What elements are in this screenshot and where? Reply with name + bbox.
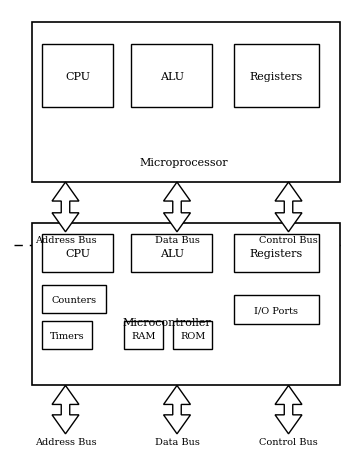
Text: I/O Ports: I/O Ports bbox=[254, 306, 298, 314]
Text: Control Bus: Control Bus bbox=[259, 235, 318, 244]
FancyBboxPatch shape bbox=[42, 322, 92, 350]
FancyBboxPatch shape bbox=[234, 295, 319, 325]
Text: Registers: Registers bbox=[250, 249, 303, 259]
FancyBboxPatch shape bbox=[234, 45, 319, 108]
Text: ROM: ROM bbox=[180, 331, 206, 340]
Text: Timers: Timers bbox=[50, 331, 85, 340]
Polygon shape bbox=[275, 183, 302, 232]
Text: Counters: Counters bbox=[52, 295, 97, 304]
FancyBboxPatch shape bbox=[131, 45, 212, 108]
Text: ALU: ALU bbox=[160, 72, 184, 82]
Text: Data Bus: Data Bus bbox=[155, 437, 199, 446]
Text: ALU: ALU bbox=[160, 249, 184, 259]
Polygon shape bbox=[164, 183, 190, 232]
FancyBboxPatch shape bbox=[42, 45, 113, 108]
Text: Address Bus: Address Bus bbox=[35, 235, 96, 244]
Polygon shape bbox=[164, 386, 190, 434]
Text: Microprocessor: Microprocessor bbox=[140, 157, 228, 167]
Text: CPU: CPU bbox=[65, 249, 90, 259]
FancyBboxPatch shape bbox=[234, 235, 319, 273]
FancyBboxPatch shape bbox=[124, 322, 163, 350]
Text: RAM: RAM bbox=[131, 331, 156, 340]
Text: Control Bus: Control Bus bbox=[259, 437, 318, 446]
Text: CPU: CPU bbox=[65, 72, 90, 82]
FancyBboxPatch shape bbox=[131, 235, 212, 273]
Polygon shape bbox=[52, 386, 79, 434]
FancyBboxPatch shape bbox=[173, 322, 212, 350]
Text: Address Bus: Address Bus bbox=[35, 437, 96, 446]
FancyBboxPatch shape bbox=[32, 223, 340, 386]
Text: Microcontroller: Microcontroller bbox=[122, 318, 211, 327]
Text: Data Bus: Data Bus bbox=[155, 235, 199, 244]
Polygon shape bbox=[275, 386, 302, 434]
Text: Registers: Registers bbox=[250, 72, 303, 82]
FancyBboxPatch shape bbox=[32, 23, 340, 183]
FancyBboxPatch shape bbox=[42, 235, 113, 273]
Polygon shape bbox=[52, 183, 79, 232]
FancyBboxPatch shape bbox=[42, 285, 106, 313]
